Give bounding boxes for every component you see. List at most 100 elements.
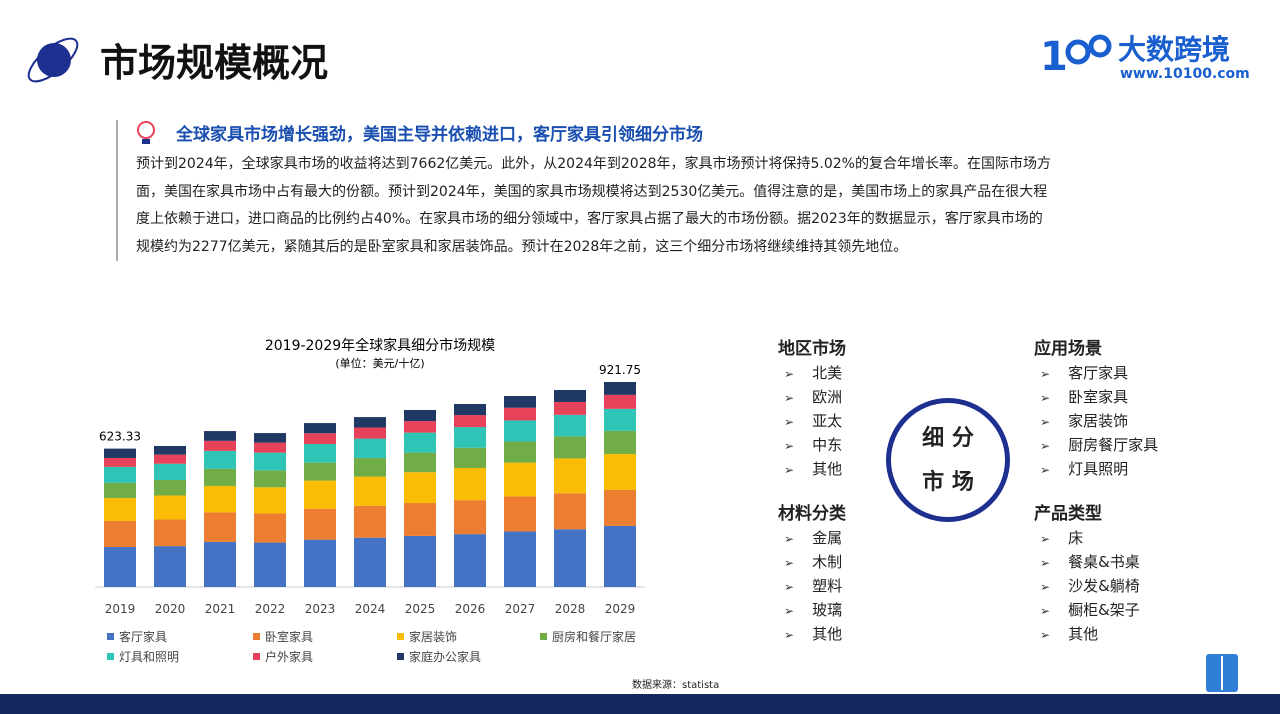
summary-line: 度上依赖于进口，进口商品的比例约占40%。在家具市场的细分领域中，客厅家具占据了… xyxy=(136,211,1043,227)
brand-url: www.10100.com xyxy=(1120,66,1250,82)
bar-segment xyxy=(404,409,436,422)
bar-segment xyxy=(204,541,236,587)
bar-segment xyxy=(404,452,436,473)
group-item: 其他 xyxy=(778,623,948,647)
legend-swatch xyxy=(540,633,547,640)
group-item: 灯具照明 xyxy=(1034,458,1204,482)
summary-line: 规模约为2277亿美元，紧随其后的是卧室家具和家居装饰品。预计在2028年之前，… xyxy=(136,238,908,255)
bar-segment xyxy=(254,442,286,453)
group-item: 塑料 xyxy=(778,575,948,599)
group-heading: 产品类型 xyxy=(1034,504,1102,524)
bar-segment xyxy=(254,513,286,543)
brand-logo: 1 xyxy=(1040,34,1112,78)
group-item: 其他 xyxy=(1034,623,1204,647)
group-item: 卧室家具 xyxy=(1034,386,1204,410)
legend-swatch xyxy=(397,653,404,660)
bar-segment xyxy=(504,395,536,408)
bar-segment xyxy=(454,403,486,416)
bar-segment xyxy=(354,417,386,428)
bar-segment xyxy=(304,462,336,481)
bar-segment xyxy=(304,539,336,587)
total-label: 623.33 xyxy=(99,430,141,444)
bar-segment xyxy=(104,457,136,467)
x-tick-label: 2021 xyxy=(205,602,236,616)
bar-segment xyxy=(554,493,586,530)
segment-group: 应用场景客厅家具卧室家具家居装饰厨房餐厅家具灯具照明 xyxy=(1034,334,1204,482)
x-tick-label: 2022 xyxy=(255,602,286,616)
bar-segment xyxy=(554,436,586,459)
x-tick-label: 2025 xyxy=(405,602,436,616)
bar-segment xyxy=(454,427,486,448)
bar-segment xyxy=(354,476,386,506)
bar-segment xyxy=(504,420,536,442)
fridge-icon xyxy=(1206,654,1238,692)
x-tick-label: 2024 xyxy=(355,602,386,616)
bar-segment xyxy=(504,531,536,587)
legend-label: 卧室家具 xyxy=(265,629,313,644)
bar-segment xyxy=(304,508,336,540)
legend-label: 户外家具 xyxy=(265,649,313,664)
bar-segment xyxy=(254,470,286,488)
bar-segment xyxy=(154,519,186,547)
bar-segment xyxy=(154,546,186,587)
legend-swatch xyxy=(253,633,260,640)
bar-segment xyxy=(604,382,636,395)
group-item: 玻璃 xyxy=(778,599,948,623)
bar-segment xyxy=(554,401,586,415)
x-tick-label: 2019 xyxy=(105,602,136,616)
bar-segment xyxy=(204,450,236,469)
summary-heading: 全球家具市场增长强劲，美国主导并依赖进口，客厅家具引领细分市场 xyxy=(176,125,703,145)
legend-label: 客厅家具 xyxy=(119,629,167,644)
bar-segment xyxy=(604,394,636,409)
legend-swatch xyxy=(107,653,114,660)
bar-segment xyxy=(554,414,586,437)
bar-segment xyxy=(354,438,386,458)
bar-segment xyxy=(354,537,386,587)
bar-segment xyxy=(504,407,536,421)
bar-segment xyxy=(104,547,136,587)
bar-segment xyxy=(404,503,436,536)
bar-segment xyxy=(554,529,586,587)
chart-title: 2019-2029年全球家具细分市场规模 xyxy=(265,337,495,354)
bar-segment xyxy=(604,525,636,587)
group-heading: 材料分类 xyxy=(778,504,846,524)
group-heading: 地区市场 xyxy=(778,339,846,359)
logo-icon xyxy=(27,37,79,83)
svg-text:1: 1 xyxy=(1040,34,1068,78)
brand: 大数跨境 xyxy=(1118,33,1231,66)
center-text: 细 分 xyxy=(922,426,974,451)
summary-line: 面，美国在家具市场中占有最大的份额。预计到2024年，美国的家具市场规模将达到2… xyxy=(136,183,1048,200)
legend-label: 灯具和照明 xyxy=(119,650,179,664)
group-item: 金属 xyxy=(778,527,948,551)
legend-swatch xyxy=(397,633,404,640)
bar-segment xyxy=(104,466,136,483)
group-item: 家居装饰 xyxy=(1034,410,1204,434)
center-circle: 细 分市 场 xyxy=(886,398,1010,522)
group-item: 客厅家具 xyxy=(1034,362,1204,386)
bar-segment xyxy=(404,535,436,587)
bar-segment xyxy=(454,447,486,468)
group-item: 欧洲 xyxy=(778,386,948,410)
x-tick-label: 2020 xyxy=(155,602,186,616)
bar-segment xyxy=(104,482,136,498)
segment-group: 材料分类金属木制塑料玻璃其他 xyxy=(778,499,948,647)
x-tick-label: 2026 xyxy=(455,602,486,616)
bar-segment xyxy=(304,433,336,444)
bar-segment xyxy=(504,441,536,463)
legend-label: 厨房和餐厅家居 xyxy=(552,629,636,644)
bar-segment xyxy=(604,430,636,454)
legend-swatch xyxy=(107,633,114,640)
bulb-icon xyxy=(137,121,155,144)
bar-segment xyxy=(154,463,186,480)
x-tick-label: 2029 xyxy=(605,602,636,616)
bar-segment xyxy=(154,479,186,496)
legend-swatch xyxy=(253,653,260,660)
group-item: 中东 xyxy=(778,434,948,458)
bar-segment xyxy=(604,453,636,490)
bar-segment xyxy=(454,500,486,535)
bar-segment xyxy=(304,423,336,434)
legend-label: 家居装饰 xyxy=(409,629,457,644)
group-item: 其他 xyxy=(778,458,948,482)
group-item: 餐桌&书桌 xyxy=(1034,551,1204,575)
group-item: 床 xyxy=(1034,527,1204,551)
